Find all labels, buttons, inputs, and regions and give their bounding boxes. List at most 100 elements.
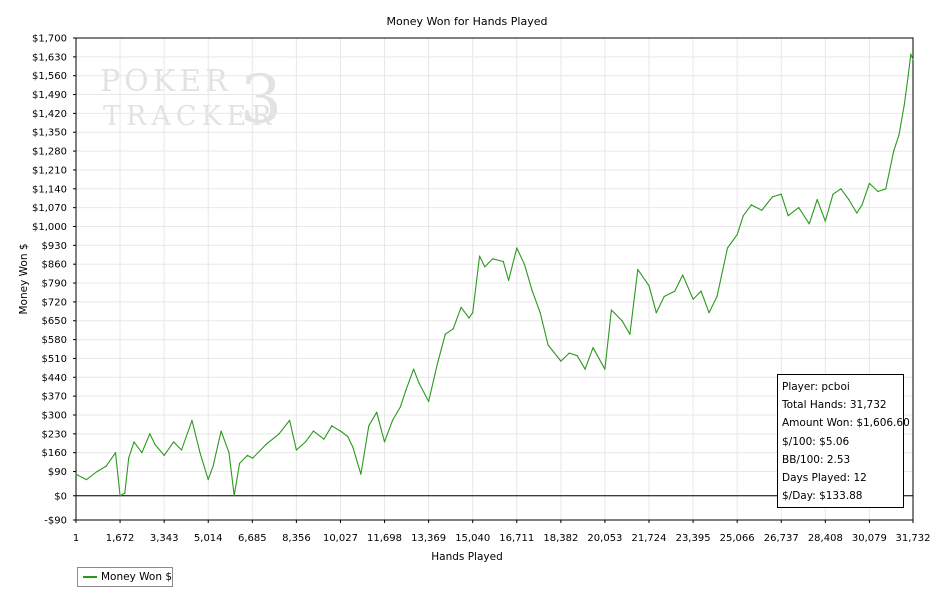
data-point xyxy=(128,457,130,459)
data-point xyxy=(114,452,117,454)
data-point xyxy=(502,260,504,263)
watermark-line2: TRACKER xyxy=(103,101,277,132)
y-tick-label: $1,490 xyxy=(32,90,67,101)
data-point xyxy=(848,199,850,201)
x-axis-tick-labels: 1 1,672 3,343 5,014 6,685 8,356 10,027 11,698 13… xyxy=(73,533,931,544)
y-axis-tick-labels: -$90 $0 $90 $160 $230 $300 $370 $440 $510 $580 $65… xyxy=(32,34,67,527)
data-point xyxy=(331,425,333,427)
y-tick-label: $1,000 xyxy=(32,222,67,233)
stat-days-played: Days Played: 12 xyxy=(782,471,867,484)
data-point xyxy=(674,290,676,292)
data-point xyxy=(479,255,481,257)
x-tick-label: 23,395 xyxy=(676,533,711,544)
y-tick-label: $1,070 xyxy=(32,203,67,214)
y-tick-label: $300 xyxy=(42,410,67,421)
data-point xyxy=(149,433,151,435)
data-point xyxy=(560,360,562,362)
stat-amount-won: Amount Won: $1,606.60 xyxy=(782,417,910,430)
data-point xyxy=(133,441,135,443)
x-tick-label: 28,408 xyxy=(808,533,843,544)
data-point xyxy=(376,411,378,413)
y-tick-label: $930 xyxy=(42,241,67,252)
y-tick-label: $160 xyxy=(42,448,67,459)
data-point xyxy=(228,452,230,454)
x-tick-label: 16,711 xyxy=(499,533,534,544)
x-tick-label: 1 xyxy=(73,533,79,544)
data-point xyxy=(468,317,470,319)
data-point xyxy=(893,150,895,152)
data-point xyxy=(383,441,386,443)
x-tick-label: 11,698 xyxy=(367,533,402,544)
data-point xyxy=(824,220,826,222)
data-point xyxy=(413,368,415,370)
data-point xyxy=(399,406,401,408)
data-point xyxy=(531,290,533,292)
y-tick-label: $860 xyxy=(42,260,67,271)
data-point xyxy=(508,279,510,281)
data-point xyxy=(368,425,370,427)
chart-legend: Money Won $ xyxy=(77,567,173,587)
data-point xyxy=(621,320,623,322)
data-point xyxy=(85,479,88,481)
x-tick-label: 6,685 xyxy=(238,533,267,544)
data-point xyxy=(816,199,818,201)
data-point xyxy=(798,207,800,209)
data-point xyxy=(265,444,267,446)
data-point xyxy=(119,495,121,497)
data-point xyxy=(96,470,98,473)
stat-bb-per-100: BB/100: 2.53 xyxy=(782,453,851,466)
data-point xyxy=(861,204,863,206)
data-point xyxy=(708,312,710,314)
data-point xyxy=(220,430,222,432)
data-point xyxy=(761,209,763,211)
y-tick-label: $580 xyxy=(42,335,67,346)
x-tick-label: 18,382 xyxy=(543,533,578,544)
x-tick-label: 25,066 xyxy=(720,533,755,544)
player-stats-box: Player: pcboi Total Hands: 31,732 Amount… xyxy=(777,374,910,508)
y-tick-label: -$90 xyxy=(44,516,67,527)
x-tick-label: 8,356 xyxy=(282,533,311,544)
y-tick-label: $370 xyxy=(42,392,67,403)
y-tick-label: $90 xyxy=(48,467,67,478)
y-tick-label: $1,350 xyxy=(32,128,67,139)
data-point xyxy=(339,430,342,432)
data-point xyxy=(352,446,354,448)
data-point xyxy=(141,452,143,454)
chart-title: Money Won for Hands Played xyxy=(387,15,548,28)
data-point xyxy=(700,290,702,292)
data-point xyxy=(246,454,248,456)
data-point xyxy=(323,438,325,440)
data-point xyxy=(692,298,694,300)
data-point xyxy=(312,430,314,432)
y-tick-label: $0 xyxy=(54,491,67,502)
data-point xyxy=(428,400,430,403)
data-point xyxy=(180,449,183,451)
data-point xyxy=(898,134,900,136)
x-tick-label: 30,079 xyxy=(852,533,887,544)
stat-per-100: $/100: $5.06 xyxy=(782,435,850,448)
data-point xyxy=(252,457,254,459)
data-point xyxy=(105,465,107,467)
data-point xyxy=(832,193,834,195)
data-point xyxy=(75,473,77,475)
data-point xyxy=(840,188,842,190)
series-points xyxy=(75,53,914,497)
data-point xyxy=(238,462,241,465)
watermark: POKER TRACKER 3 xyxy=(100,61,282,138)
data-point xyxy=(576,355,578,357)
data-point xyxy=(418,382,420,384)
data-point xyxy=(604,368,606,370)
y-tick-label: $440 xyxy=(42,373,67,384)
data-point xyxy=(278,433,280,435)
x-tick-label: 1,672 xyxy=(106,533,135,544)
x-tick-label: 5,014 xyxy=(194,533,223,544)
data-point xyxy=(726,247,729,249)
data-point xyxy=(716,295,718,298)
data-point xyxy=(452,328,454,330)
data-point xyxy=(912,58,914,61)
y-tick-label: $1,140 xyxy=(32,184,67,195)
data-point xyxy=(484,266,486,268)
y-tick-label: $1,420 xyxy=(32,109,67,120)
data-point xyxy=(907,75,909,77)
y-tick-label: $790 xyxy=(42,279,67,290)
